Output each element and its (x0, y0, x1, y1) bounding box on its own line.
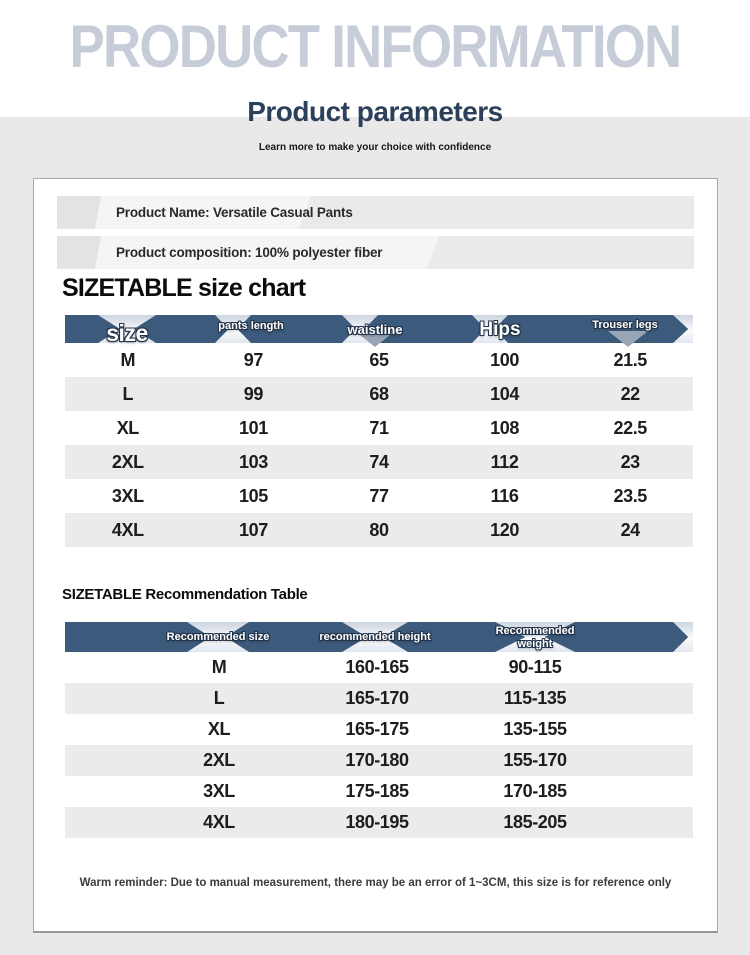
cell-pants-length: 107 (238, 519, 268, 540)
cell-trouser-legs: 22 (620, 383, 641, 404)
cell-waistline: 68 (369, 383, 389, 404)
table-row: 3XL 175-185 170-185 (65, 776, 693, 807)
column-header-recommended-weight-line1: Recommended (495, 625, 575, 637)
cell-pants-length: 97 (243, 349, 264, 370)
decor-block (427, 236, 694, 269)
table-row: 2XL 170-180 155-170 (65, 745, 693, 776)
cell-waistline: 74 (369, 451, 389, 472)
cell-size: 3XL (111, 485, 144, 506)
cell-waistline: 77 (369, 485, 389, 506)
ribbon-notch (673, 622, 693, 652)
table-row: L 165-170 115-135 (65, 683, 693, 714)
cell-pants-length: 99 (243, 383, 264, 404)
cell-recommended-size: XL (207, 719, 231, 739)
cell-recommended-height: 170-180 (345, 750, 409, 770)
table-row: XL 101 71 108 22.5 (65, 411, 693, 445)
cell-hips: 112 (490, 451, 519, 472)
cell-recommended-weight: 90-115 (508, 657, 562, 677)
table-row: 4XL 180-195 185-205 (65, 807, 693, 838)
cell-size: 4XL (111, 519, 144, 540)
product-name-row: Product Name: Versatile Casual Pants (57, 196, 694, 229)
cell-recommended-weight: 155-170 (503, 750, 567, 770)
cell-waistline: 71 (369, 417, 389, 438)
recommendation-table-heading: SIZETABLE Recommendation Table (62, 586, 308, 603)
cell-recommended-weight: 135-155 (503, 719, 567, 739)
cell-trouser-legs: 21.5 (613, 349, 647, 370)
cell-pants-length: 105 (238, 485, 268, 506)
cell-recommended-size: 4XL (203, 812, 235, 832)
size-chart-heading: SIZETABLE size chart (62, 274, 306, 302)
column-header-size: size (106, 320, 148, 346)
column-header-pants-length: pants length (218, 320, 284, 332)
decor-block (57, 236, 101, 269)
cell-recommended-size: M (211, 657, 227, 677)
cell-recommended-height: 165-175 (345, 719, 409, 739)
cell-recommended-size: 2XL (203, 750, 235, 770)
page-title: Product parameters (247, 96, 503, 127)
product-composition-row: Product composition: 100% polyester fibe… (57, 236, 694, 269)
cell-trouser-legs: 23 (620, 451, 641, 472)
parameters-card: Product Name: Versatile Casual Pants Pro… (33, 178, 718, 933)
decor-block (299, 196, 694, 229)
cell-waistline: 80 (369, 519, 389, 540)
cell-recommended-weight: 115-135 (503, 688, 567, 708)
size-chart-header-bar: size pants length waistline Hips Trouser… (65, 315, 693, 347)
cell-recommended-weight: 185-205 (503, 812, 567, 832)
cell-trouser-legs: 24 (620, 519, 641, 540)
size-chart-rows: M 97 65 100 21.5 L 99 68 104 22 XL 101 7… (65, 343, 693, 547)
cell-trouser-legs: 22.5 (613, 417, 647, 438)
cell-recommended-height: 160-165 (345, 657, 409, 677)
cell-pants-length: 103 (238, 451, 268, 472)
recommendation-header-bar: Recommended size recommended height Reco… (65, 622, 693, 652)
cell-recommended-height: 180-195 (345, 812, 409, 832)
warm-reminder-note: Warm reminder: Due to manual measurement… (79, 877, 672, 889)
cell-hips: 100 (490, 349, 520, 370)
ribbon-background (65, 622, 693, 652)
page-subtitle: Learn more to make your choice with conf… (258, 142, 492, 153)
column-header-waistline: waistline (347, 322, 403, 337)
cell-recommended-height: 165-170 (345, 688, 409, 708)
cell-size: XL (116, 417, 140, 438)
column-header-hips: Hips (479, 319, 521, 340)
cell-recommended-size: 3XL (203, 781, 235, 801)
cell-hips: 104 (490, 383, 520, 404)
product-name-text: Product Name: Versatile Casual Pants (116, 205, 353, 220)
cell-hips: 116 (490, 485, 519, 506)
table-row: 3XL 105 77 116 23.5 (65, 479, 693, 513)
table-row: 2XL 103 74 112 23 (65, 445, 693, 479)
cell-waistline: 65 (369, 349, 389, 370)
cell-size: L (122, 383, 134, 404)
cell-recommended-weight: 170-185 (503, 781, 567, 801)
cell-pants-length: 101 (238, 417, 268, 438)
table-row: L 99 68 104 22 (65, 377, 693, 411)
column-header-trouser-legs: Trouser legs (592, 319, 658, 331)
cell-hips: 120 (490, 519, 520, 540)
cell-recommended-height: 175-185 (345, 781, 409, 801)
table-row: M 160-165 90-115 (65, 652, 693, 683)
column-header-recommended-weight-line2: weight (517, 638, 553, 650)
cell-trouser-legs: 23.5 (613, 485, 647, 506)
cell-size: M (120, 349, 136, 370)
decor-block (57, 196, 101, 229)
column-header-recommended-size: Recommended size (166, 631, 270, 643)
watermark-title: PRODUCT INFORMATION (69, 13, 683, 80)
ribbon-background (65, 315, 693, 343)
column-header-recommended-height: recommended height (319, 631, 431, 643)
recommendation-table-rows: M 160-165 90-115 L 165-170 115-135 XL 16… (65, 652, 693, 838)
table-row: 4XL 107 80 120 24 (65, 513, 693, 547)
table-row: M 97 65 100 21.5 (65, 343, 693, 377)
cell-recommended-size: L (213, 688, 225, 708)
ribbon-notch (673, 315, 693, 343)
table-row: XL 165-175 135-155 (65, 714, 693, 745)
cell-hips: 108 (490, 417, 520, 438)
cell-size: 2XL (111, 451, 144, 472)
product-composition-text: Product composition: 100% polyester fibe… (116, 245, 383, 260)
